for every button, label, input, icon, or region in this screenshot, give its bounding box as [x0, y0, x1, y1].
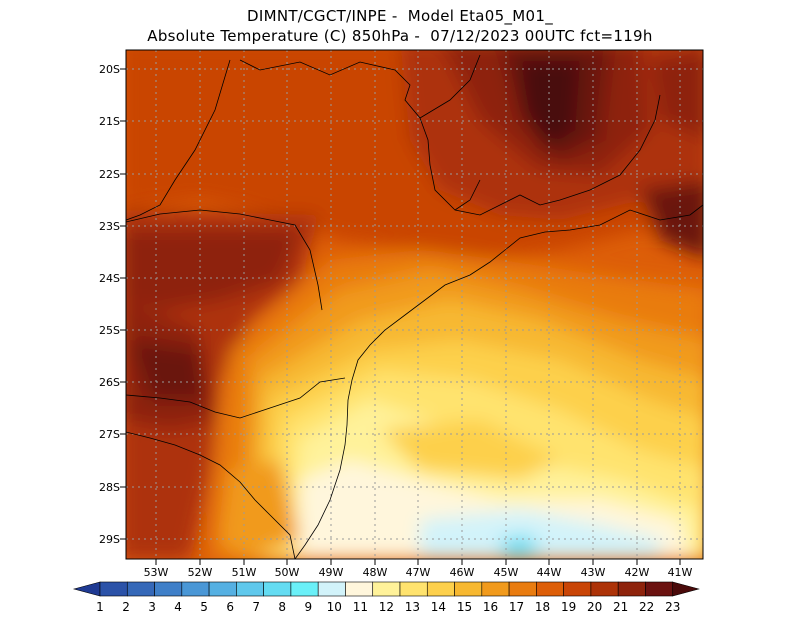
colorbar-label: 15	[457, 600, 472, 614]
colorbar-label: 14	[431, 600, 446, 614]
colorbar-label: 8	[278, 600, 286, 614]
colorbar-swatch	[563, 581, 592, 597]
colorbar-swatch	[508, 581, 537, 597]
colorbar-label: 7	[252, 600, 260, 614]
colorbar-swatch	[481, 581, 510, 597]
lat-label: 25S	[99, 324, 120, 337]
colorbar-swatch	[99, 581, 128, 597]
colorbar: 1 2 3 4 5 6 7 8 9 10 11 12 13 14 15 16 17 18 19 20 21 22 23	[72, 581, 700, 614]
colorbar-swatch	[317, 581, 346, 597]
lon-label: 52W	[188, 566, 213, 579]
colorbar-swatch	[645, 581, 674, 597]
lat-label: 26S	[99, 376, 120, 389]
colorbar-label: 21	[613, 600, 628, 614]
graticule	[126, 50, 703, 559]
colorbar-swatch	[263, 581, 292, 597]
colorbar-swatch	[590, 581, 619, 597]
lon-label: 45W	[494, 566, 519, 579]
colorbar-label: 11	[353, 600, 368, 614]
colorbar-label: 3	[148, 600, 156, 614]
coastline-and-borders	[126, 54, 703, 559]
lon-label: 43W	[581, 566, 606, 579]
colorbar-label: 17	[509, 600, 524, 614]
temperature-field	[126, 50, 703, 559]
colorbar-swatch	[345, 581, 374, 597]
lon-label: 46W	[450, 566, 475, 579]
colorbar-label: 12	[379, 600, 394, 614]
lat-label: 20S	[99, 63, 120, 76]
lat-label: 27S	[99, 428, 120, 441]
colorbar-label: 22	[639, 600, 654, 614]
colorbar-label: 6	[226, 600, 234, 614]
colorbar-swatch	[617, 581, 646, 597]
colorbar-swatch	[126, 581, 155, 597]
colorbar-label: 16	[483, 600, 498, 614]
map-border	[125, 49, 704, 560]
map-title-line1: DIMNT/CGCT/INPE - Model Eta05_M01_	[247, 7, 553, 25]
colorbar-label: 13	[405, 600, 420, 614]
colorbar-label: 1	[96, 600, 104, 614]
colorbar-swatch	[154, 581, 183, 597]
colorbar-label: 2	[122, 600, 130, 614]
lon-label: 44W	[537, 566, 562, 579]
lon-label: 42W	[625, 566, 650, 579]
lon-label: 48W	[363, 566, 388, 579]
colorbar-label: 5	[200, 600, 208, 614]
map-title-line2: Absolute Temperature (C) 850hPa - 07/12/…	[147, 27, 653, 45]
lon-label: 49W	[319, 566, 344, 579]
colorbar-swatch	[536, 581, 564, 597]
lon-label: 51W	[232, 566, 257, 579]
colorbar-label: 4	[174, 600, 182, 614]
lon-label: 47W	[406, 566, 431, 579]
lon-label: 53W	[144, 566, 169, 579]
lat-label: 24S	[99, 272, 120, 285]
colorbar-label: 23	[665, 600, 680, 614]
colorbar-swatch	[236, 581, 264, 597]
colorbar-label: 18	[535, 600, 550, 614]
colorbar-swatch	[372, 581, 401, 597]
axis-ticks	[120, 68, 681, 565]
colorbar-label: 20	[587, 600, 602, 614]
colorbar-swatch	[426, 581, 455, 597]
colorbar-swatch	[399, 581, 428, 597]
lon-label: 50W	[275, 566, 300, 579]
colorbar-swatch	[454, 581, 483, 597]
latitude-labels: 20S 21S 22S 23S 24S 25S 26S 27S 28S 29S	[99, 63, 120, 546]
lat-label: 29S	[99, 533, 120, 546]
colorbar-label: 9	[304, 600, 312, 614]
colorbar-label: 19	[561, 600, 576, 614]
lat-label: 21S	[99, 115, 120, 128]
lat-label: 23S	[99, 220, 120, 233]
colorbar-swatch	[208, 581, 237, 597]
longitude-labels: 53W 52W 51W 50W 49W 48W 47W 46W 45W 44W …	[144, 566, 693, 579]
colorbar-swatch	[181, 581, 210, 597]
colorbar-label: 10	[327, 600, 342, 614]
colorbar-arrow-left	[72, 581, 101, 597]
lat-label: 22S	[99, 168, 120, 181]
lat-label: 28S	[99, 481, 120, 494]
lon-label: 41W	[668, 566, 693, 579]
colorbar-arrow-right	[672, 581, 700, 597]
colorbar-swatch	[290, 581, 319, 597]
